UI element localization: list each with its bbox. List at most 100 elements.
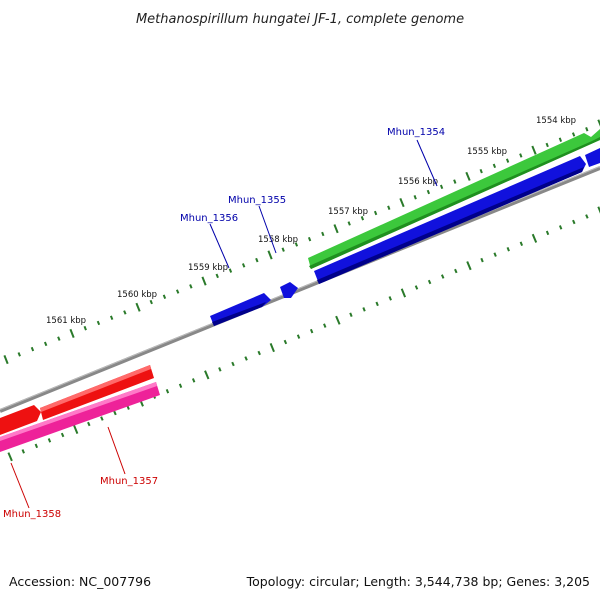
scale-label-1556: 1556 kbp [398, 177, 438, 187]
scale-label-1555: 1555 kbp [467, 147, 507, 157]
scale-tick-lower [558, 225, 563, 230]
accession-text: Accession: NC_007796 [9, 574, 151, 589]
scale-tick-lower [375, 301, 379, 307]
scale-label-1559: 1559 kbp [188, 263, 228, 273]
scale-tick-upper [69, 328, 75, 338]
scale-tick-lower [427, 279, 432, 285]
gene-label-mhun-1356[interactable]: Mhun_1356 [180, 213, 238, 224]
cds-mhun-1357-highlight [40, 365, 151, 412]
reverse-gene-feature[interactable] [0, 382, 160, 452]
scale-tick-upper [281, 247, 285, 252]
cds-mhun-1354-shade [317, 167, 584, 284]
cds-mhun-1356-shade [212, 302, 266, 326]
leader-mhun-1358 [10, 462, 30, 509]
scale-tick-upper [545, 142, 549, 148]
scale-tick-upper [123, 310, 127, 315]
scale-tick-upper [201, 276, 207, 286]
scale-tick-lower [178, 383, 183, 388]
scale-tick-lower [47, 438, 52, 443]
scale-label-1557: 1557 kbp [328, 207, 368, 217]
scale-tick-upper [3, 355, 9, 365]
scale-tick-upper [531, 145, 537, 155]
scale-tick-upper [492, 163, 497, 169]
cds-mhun-1353[interactable] [585, 148, 600, 167]
scale-tick-upper [439, 184, 444, 190]
scale-label-1561: 1561 kbp [46, 316, 86, 326]
map-title: Methanospirillum hungatei JF-1, complete… [136, 12, 464, 27]
scale-tick-upper [413, 195, 417, 200]
scale-tick-upper [83, 325, 87, 331]
scale-tick-upper [307, 236, 312, 242]
scale-tick-lower [296, 334, 301, 339]
scale-tick-lower [191, 378, 196, 383]
scale-tick-upper [43, 341, 48, 347]
scale-tick-upper [215, 273, 219, 279]
scale-tick-lower [231, 361, 235, 367]
scale-tick-upper [162, 294, 167, 299]
scale-tick-lower [519, 241, 524, 246]
scale-tick-lower [244, 356, 248, 361]
scale-tick-upper [519, 153, 523, 158]
scale-tick-upper [175, 289, 180, 294]
scale-tick-lower [60, 432, 65, 438]
scale-tick-upper [399, 198, 405, 208]
leader-mhun-1355 [258, 205, 277, 254]
scale-tick-lower [21, 449, 25, 454]
leader-mhun-1356 [209, 223, 230, 269]
forward-orf-feature[interactable] [308, 129, 600, 269]
scale-tick-upper [189, 284, 193, 289]
scale-tick-upper [135, 302, 141, 312]
scale-tick-lower [585, 214, 589, 219]
scale-tick-lower [349, 312, 353, 317]
scale-tick-lower [73, 424, 79, 434]
cds-mhun-1358[interactable] [0, 405, 41, 435]
leader-mhun-1357 [107, 426, 126, 475]
scale-label-1560: 1560 kbp [117, 290, 157, 300]
scale-tick-upper [387, 205, 391, 210]
scale-tick-upper [149, 299, 153, 305]
gene-label-mhun-1358[interactable]: Mhun_1358 [3, 509, 61, 520]
scale-tick-lower [218, 367, 222, 372]
scale-tick-upper [57, 336, 61, 341]
scale-tick-upper [373, 210, 378, 216]
scale-tick-lower [454, 268, 458, 274]
scale-tick-upper [294, 242, 299, 247]
scale-tick-upper [333, 224, 339, 234]
gene-label-mhun-1355[interactable]: Mhun_1355 [228, 195, 286, 206]
scale-tick-lower [440, 274, 445, 279]
scale-tick-lower [335, 315, 341, 325]
scale-tick-lower [545, 230, 550, 236]
scale-tick-upper [255, 257, 259, 263]
scale-tick-lower [597, 206, 600, 214]
genome-summary-text: Topology: circular; Length: 3,544,738 bp… [246, 574, 590, 589]
scale-tick-lower [506, 247, 510, 252]
scale-tick-lower [531, 233, 538, 243]
scale-tick-upper [109, 315, 114, 320]
scale-tick-lower [323, 323, 327, 328]
scale-tick-upper [505, 158, 510, 163]
scale-tick-upper [465, 171, 471, 181]
scale-tick-upper [479, 168, 483, 174]
scale-tick-lower [7, 452, 13, 462]
gene-label-mhun-1357[interactable]: Mhun_1357 [100, 476, 158, 487]
scale-tick-lower [34, 443, 39, 449]
scale-tick-upper [96, 320, 101, 326]
scale-label-1558: 1558 kbp [258, 235, 298, 245]
scale-tick-upper [597, 119, 600, 127]
forward-orf-shade [309, 137, 600, 269]
scale-tick-lower [466, 261, 472, 271]
scale-tick-lower [87, 421, 91, 427]
scale-tick-upper [30, 346, 35, 352]
scale-tick-upper [267, 250, 273, 260]
scale-tick-upper [17, 352, 21, 357]
gene-label-mhun-1354[interactable]: Mhun_1354 [387, 127, 445, 138]
scale-tick-upper [241, 263, 246, 268]
cds-mhun-1355[interactable] [280, 282, 298, 298]
scale-tick-upper [585, 127, 589, 132]
scale-tick-upper [571, 132, 576, 137]
scale-tick-upper [347, 221, 351, 226]
cds-mhun-1354[interactable] [314, 156, 586, 284]
scale-tick-lower [480, 257, 484, 263]
scale-tick-lower [400, 288, 407, 298]
